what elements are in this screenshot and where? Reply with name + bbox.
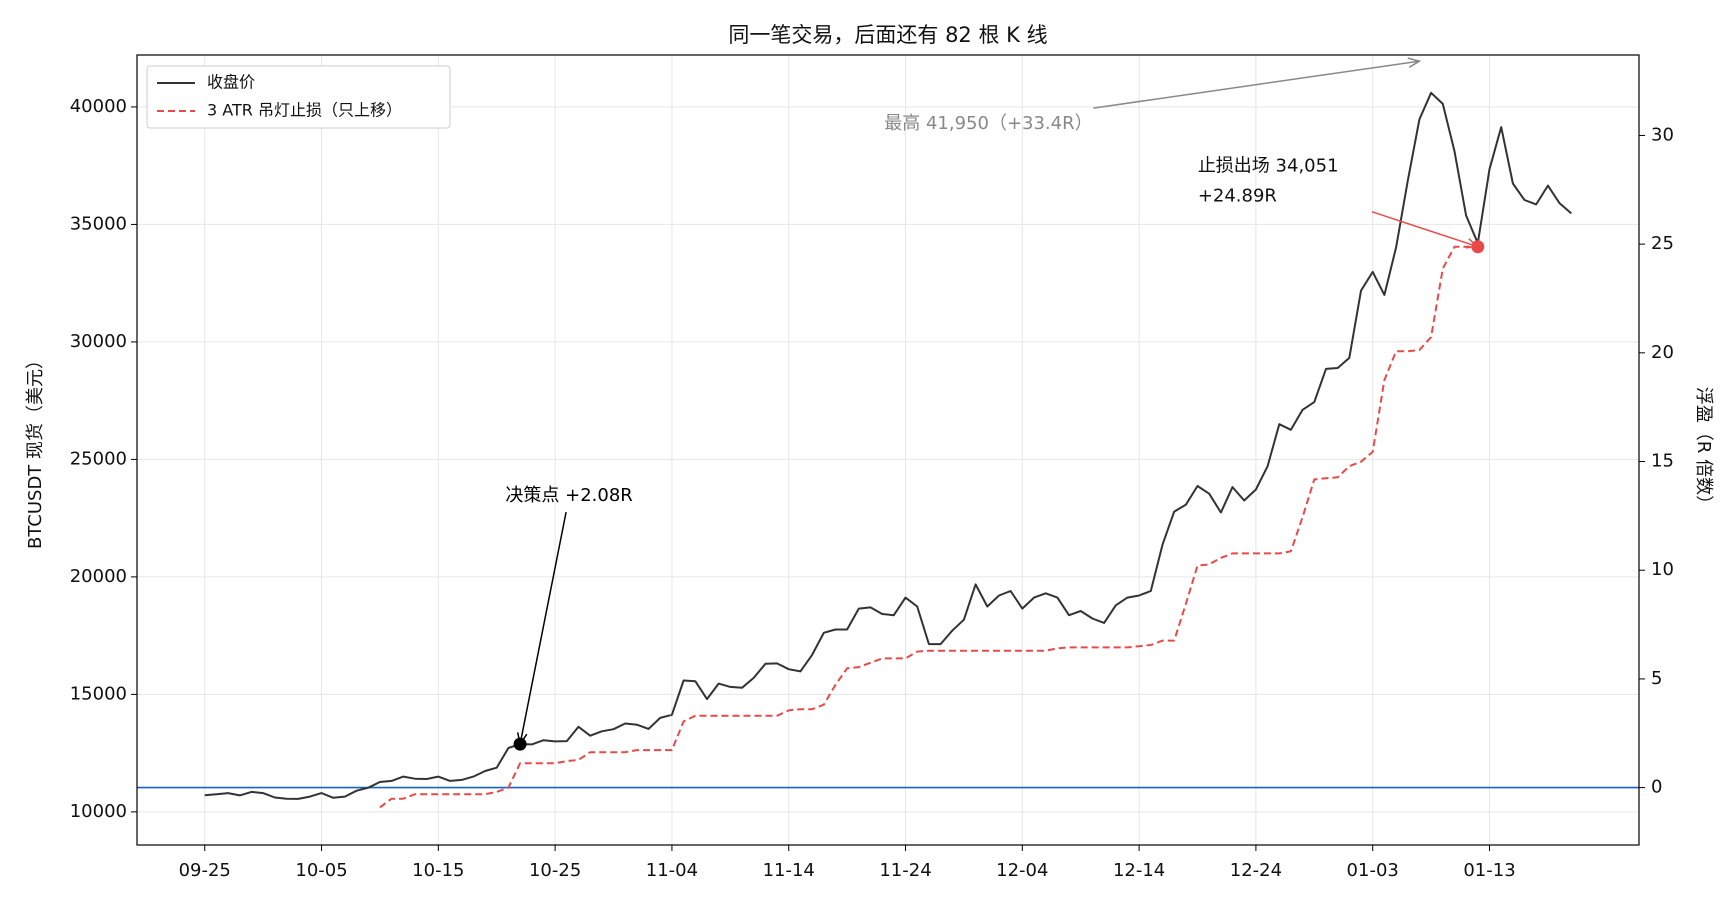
x-tick-label: 09-25 (179, 860, 231, 881)
x-tick-label: 11-14 (763, 860, 815, 881)
chart-title: 同一笔交易，后面还有 82 根 K 线 (728, 23, 1047, 47)
y-tick-label: 25000 (70, 448, 127, 469)
series-line (204, 91, 1572, 800)
y2-tick-label: 30 (1651, 124, 1674, 145)
annotation-marker (513, 737, 527, 751)
y-tick-label: 15000 (70, 683, 127, 704)
plot-frame (136, 54, 1640, 846)
annotation-text: 最高 41,950（+33.4R） (884, 113, 1092, 134)
legend-label: 3 ATR 吊灯止损（只上移） (207, 101, 402, 120)
legend-label: 收盘价 (207, 73, 255, 92)
series-line (379, 245, 1478, 809)
legend-box (146, 65, 451, 129)
y-tick-label: 10000 (70, 801, 127, 822)
x-tick-label: 12-24 (1230, 860, 1282, 881)
y-tick-label: 35000 (70, 213, 127, 234)
y2-tick-label: 15 (1651, 451, 1674, 472)
x-tick-label: 12-14 (1113, 860, 1165, 881)
annotation-text: 止损出场 34,051 (1198, 156, 1339, 177)
annotation-marker (1471, 240, 1485, 254)
x-tick-label: 10-05 (295, 860, 347, 881)
y2-tick-label: 10 (1651, 559, 1674, 580)
x-tick-label: 01-03 (1347, 860, 1399, 881)
x-tick-label: 10-25 (529, 860, 581, 881)
annotation-text: +24.89R (1198, 186, 1277, 207)
y2-tick-label: 0 (1651, 777, 1662, 798)
y2-axis-label: 浮盈（R 倍数） (1693, 387, 1714, 513)
y-tick-label: 20000 (70, 566, 127, 587)
x-tick-label: 12-04 (996, 860, 1048, 881)
y-tick-label: 40000 (70, 96, 127, 117)
x-tick-label: 11-24 (879, 860, 931, 881)
y2-tick-label: 5 (1651, 668, 1662, 689)
y-axis-label: BTCUSDT 现货（美元） (25, 351, 46, 549)
y2-tick-label: 25 (1651, 233, 1674, 254)
x-tick-label: 01-13 (1463, 860, 1515, 881)
y-tick-label: 30000 (70, 331, 127, 352)
x-tick-label: 11-04 (646, 860, 698, 881)
y2-tick-label: 20 (1651, 342, 1674, 363)
annotation-arrow (1093, 57, 1422, 109)
annotation-text: 决策点 +2.08R (505, 485, 632, 506)
x-tick-label: 10-15 (412, 860, 464, 881)
